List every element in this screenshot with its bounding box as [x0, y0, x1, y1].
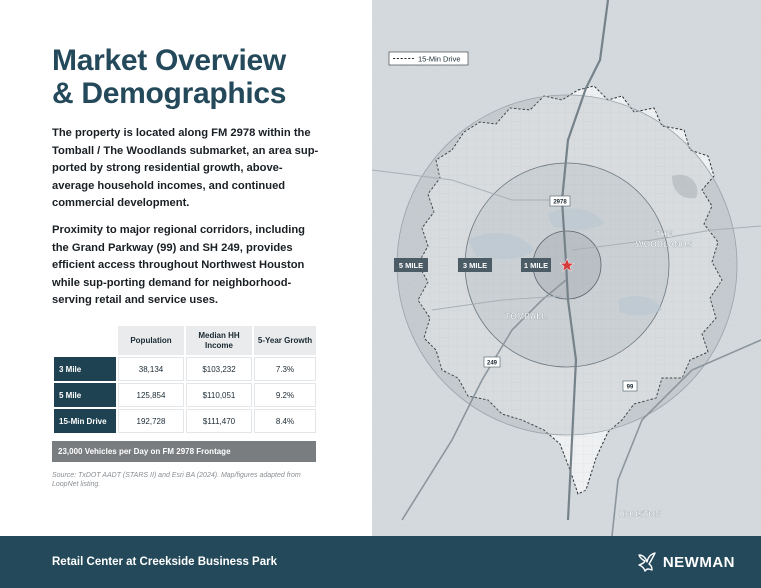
- traffic-count-bar: 23,000 Vehicles per Day on FM 2978 Front…: [52, 441, 316, 462]
- page-title: Market Overview & Demographics: [52, 44, 352, 110]
- title-line-1: Market Overview: [52, 44, 286, 77]
- table-row: 5 Mile 125,854 $110,051 9.2%: [52, 381, 318, 409]
- fm-2978-road: [560, 0, 610, 521]
- svg-text:3 MILE: 3 MILE: [463, 261, 487, 270]
- overview-paragraph: The property is located along FM 2978 wi…: [52, 127, 319, 210]
- svg-text:99: 99: [627, 385, 634, 391]
- income-cell: $103,232: [184, 355, 254, 383]
- footer-bar: Retail Center at Creekside Business Park…: [0, 536, 761, 588]
- place-tomball: TOMBALL: [505, 311, 546, 321]
- site-star-marker: [559, 257, 575, 272]
- svg-text:1 MILE: 1 MILE: [524, 261, 548, 270]
- brand-logo: NEWMAN: [637, 536, 735, 588]
- demographics-table: Population Median HH Income 5-Year Growt…: [52, 324, 318, 435]
- income-cell: $111,470: [184, 407, 254, 435]
- newman-bird-icon: [638, 552, 656, 572]
- left-panel: Market Overview & Demographics The prope…: [0, 0, 372, 536]
- row-label: 15-Min Drive: [52, 407, 118, 435]
- title-line-2: & Demographics: [52, 77, 287, 110]
- sh-249-shield: 249: [483, 356, 501, 368]
- table-row: 15-Min Drive 192,728 $111,470 8.4%: [52, 407, 318, 435]
- svg-text:5 MILE: 5 MILE: [399, 261, 423, 270]
- population-cell: 38,134: [116, 355, 186, 383]
- income-cell: $110,051: [184, 381, 254, 409]
- header-income: Median HH Income: [184, 324, 254, 357]
- ring-label-5-mile: 5 MILE: [394, 258, 428, 272]
- ring-label-1-mile: 1 MILE: [521, 258, 551, 272]
- sh-99-road: [611, 339, 761, 536]
- access-paragraph: Proximity to major regional corridors, i…: [52, 224, 306, 307]
- table-corner: [52, 324, 118, 357]
- population-cell: 192,728: [116, 407, 186, 435]
- trade-area-map: 15-Min Drive 5 MILE 3 MILE 1 MILE 2978 2…: [372, 0, 761, 536]
- table-header-row: Population Median HH Income 5-Year Growt…: [52, 324, 318, 357]
- place-houston: HOUSTON: [619, 509, 661, 519]
- growth-cell: 9.2%: [252, 381, 318, 409]
- map-legend: 15-Min Drive: [388, 51, 469, 66]
- source-note: Source: TxDOT AADT (STARS II) and Esri B…: [52, 472, 301, 488]
- place-woodlands-line1: THE: [656, 229, 673, 239]
- table-row: 3 Mile 38,134 $103,232 7.3%: [52, 355, 318, 383]
- header-population: Population: [116, 324, 186, 357]
- ring-label-3-mile: 3 MILE: [458, 258, 492, 272]
- header-growth: 5-Year Growth: [252, 324, 318, 357]
- fm-2978-shield: 2978: [549, 195, 571, 207]
- row-label: 3 Mile: [52, 355, 118, 383]
- place-woodlands-line2: WOODLANDS: [636, 239, 693, 249]
- growth-cell: 7.3%: [252, 355, 318, 383]
- row-label: 5 Mile: [52, 381, 118, 409]
- brand-name: NEWMAN: [662, 553, 735, 571]
- svg-text:249: 249: [487, 361, 498, 367]
- legend-label: 15-Min Drive: [418, 55, 461, 64]
- population-cell: 125,854: [116, 381, 186, 409]
- svg-text:2978: 2978: [553, 200, 567, 206]
- sh-99-shield: 99: [622, 380, 638, 392]
- project-name: Retail Center at Creekside Business Park: [52, 556, 277, 568]
- growth-cell: 8.4%: [252, 407, 318, 435]
